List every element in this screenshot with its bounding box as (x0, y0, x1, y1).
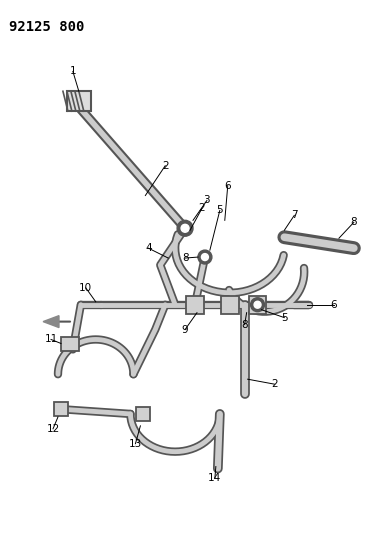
Text: 8: 8 (350, 217, 357, 227)
Text: 3: 3 (203, 196, 210, 206)
Text: 8: 8 (241, 320, 248, 329)
FancyBboxPatch shape (67, 91, 91, 111)
Text: 92125 800: 92125 800 (9, 20, 85, 34)
Text: 13: 13 (129, 439, 142, 449)
Text: 4: 4 (145, 243, 152, 253)
Text: 2: 2 (271, 379, 278, 389)
Text: 10: 10 (79, 283, 92, 293)
Text: 8: 8 (182, 253, 188, 263)
Text: 9: 9 (182, 325, 188, 335)
Polygon shape (43, 316, 59, 328)
FancyBboxPatch shape (221, 296, 239, 313)
Text: 2: 2 (162, 161, 168, 171)
FancyBboxPatch shape (54, 402, 68, 416)
FancyBboxPatch shape (61, 337, 79, 351)
Text: 6: 6 (224, 181, 231, 191)
Text: 5: 5 (217, 205, 223, 215)
Circle shape (202, 254, 209, 261)
Text: 12: 12 (46, 424, 60, 434)
Circle shape (198, 250, 212, 264)
Text: 1: 1 (70, 67, 76, 76)
Circle shape (177, 220, 193, 236)
FancyBboxPatch shape (137, 407, 150, 421)
Circle shape (181, 224, 189, 232)
FancyBboxPatch shape (249, 296, 266, 313)
Circle shape (254, 301, 261, 308)
Text: 6: 6 (331, 300, 337, 310)
Text: 14: 14 (208, 473, 221, 483)
Text: 2: 2 (199, 204, 205, 213)
Text: 11: 11 (44, 335, 58, 344)
Text: 5: 5 (281, 313, 288, 322)
Circle shape (251, 298, 265, 312)
Text: 7: 7 (291, 211, 298, 220)
FancyBboxPatch shape (186, 296, 204, 313)
